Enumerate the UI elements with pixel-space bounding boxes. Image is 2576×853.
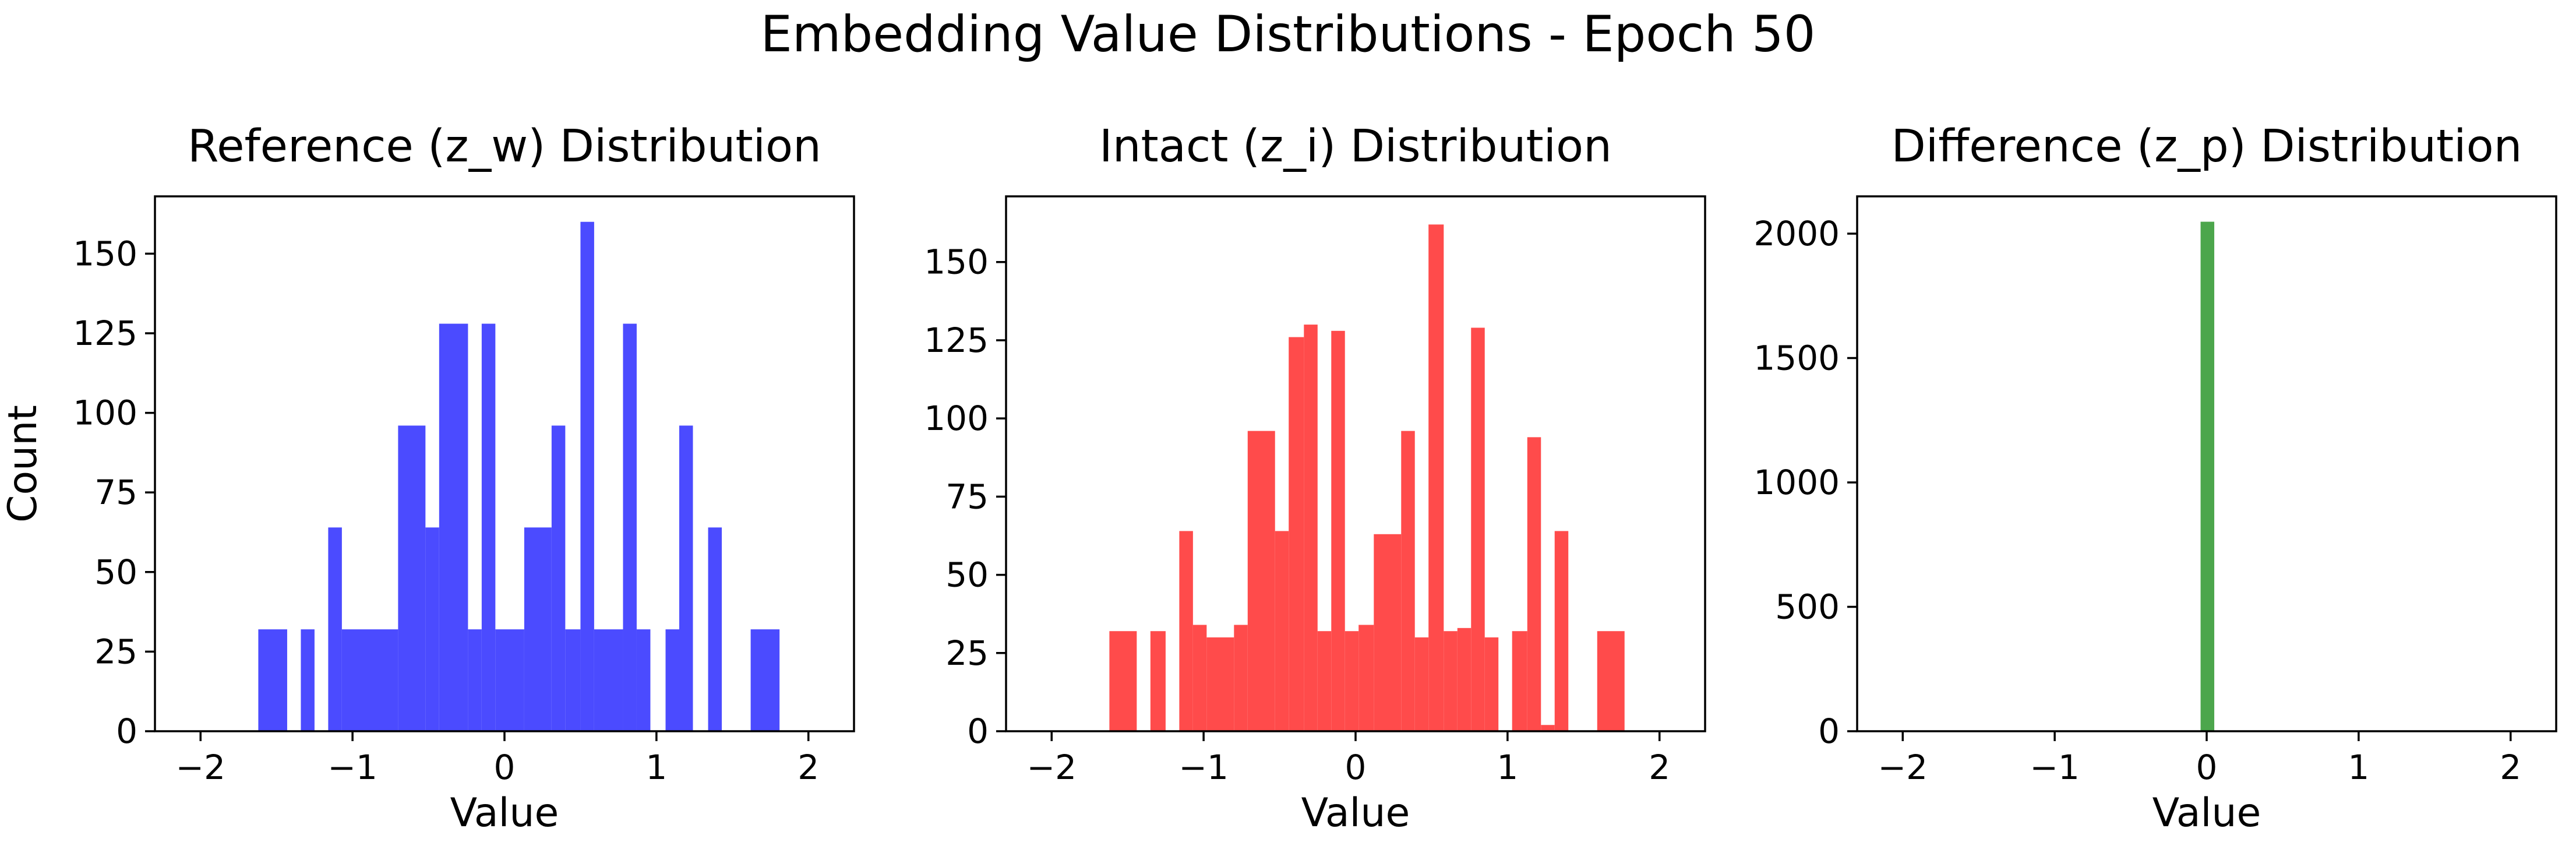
histogram-bar	[594, 629, 623, 731]
histogram-bar	[439, 323, 468, 731]
histogram-bar	[1374, 534, 1402, 731]
histogram-bar	[1289, 337, 1304, 731]
x-axis-label: Value	[2152, 790, 2261, 836]
histogram-bar	[1331, 330, 1345, 731]
histogram-bar	[1275, 531, 1289, 731]
histogram-bar	[1428, 224, 1444, 731]
x-tick-label: −2	[1878, 748, 1928, 787]
y-tick-label: 150	[73, 234, 137, 273]
y-tick-label: 0	[116, 711, 137, 751]
x-tick-label: 2	[797, 748, 819, 787]
y-tick-label: 100	[73, 393, 137, 433]
histogram-bar	[1109, 631, 1137, 731]
y-tick-label: 1500	[1753, 339, 1840, 378]
histogram-bar	[2200, 221, 2215, 731]
y-tick-label: 1000	[1753, 463, 1840, 502]
y-tick-label: 50	[945, 555, 989, 595]
histogram-bar	[1345, 631, 1359, 731]
histogram-bar	[398, 425, 426, 731]
histogram-bar	[1471, 327, 1485, 731]
y-tick-label: 25	[94, 632, 137, 671]
x-tick-label: 0	[2196, 748, 2218, 787]
subplot-title: Intact (z_i) Distribution	[1099, 121, 1612, 172]
histogram-bar	[1179, 531, 1193, 731]
y-tick-label: 125	[924, 320, 989, 360]
histogram-bar	[1192, 625, 1207, 731]
y-tick-label: 75	[945, 477, 989, 516]
histogram-bar	[258, 629, 287, 731]
x-tick-label: 2	[1649, 748, 1670, 787]
x-axis-label: Value	[1301, 790, 1410, 836]
histogram-bar	[495, 629, 524, 731]
y-tick-label: 125	[73, 313, 137, 353]
x-tick-label: 2	[2500, 748, 2521, 787]
histogram-bar	[1150, 631, 1166, 731]
histogram-bars	[1109, 224, 1625, 731]
subplot-1: −2 −1 0 1 2 0 25 50 75 100 125 150 Reference (z_w) D…	[0, 121, 855, 836]
histogram-bars	[2200, 221, 2215, 731]
histogram-bar	[524, 527, 552, 731]
x-tick-label: 0	[1345, 748, 1367, 787]
x-tick-label: 1	[645, 748, 667, 787]
figure-title: Embedding Value Distributions - Epoch 50	[761, 5, 1816, 64]
x-tick-label: −1	[1178, 748, 1229, 787]
subplot-title: Difference (z_p) Distribution	[1891, 121, 2522, 172]
y-tick-label: 0	[967, 711, 989, 751]
histogram-bar	[1527, 437, 1541, 731]
histogram-bar	[301, 629, 315, 731]
histogram-bars	[258, 221, 780, 731]
x-tick-label: 0	[494, 748, 516, 787]
histogram-bar	[1457, 628, 1472, 731]
histogram-bar	[1444, 631, 1458, 731]
histogram-bar	[468, 629, 482, 731]
histogram-bar	[1401, 431, 1415, 731]
histogram-bar	[623, 323, 637, 731]
histogram-bar	[679, 425, 693, 731]
x-tick-label: −2	[176, 748, 226, 787]
histogram-bar	[1206, 637, 1234, 731]
x-tick-label: −2	[1027, 748, 1077, 787]
y-tick-label: 150	[924, 242, 989, 282]
y-axis-label: Count	[0, 405, 46, 523]
histogram-bar	[1512, 631, 1527, 731]
histogram-bar	[750, 629, 780, 731]
histogram-bar	[481, 323, 496, 731]
histogram-bar	[1234, 625, 1248, 731]
histogram-bar	[1304, 325, 1318, 731]
y-tick-label: 2000	[1753, 214, 1840, 253]
histogram-bar	[425, 527, 439, 731]
histogram-bar	[341, 629, 398, 731]
y-tick-label: 50	[94, 552, 137, 592]
histogram-bar	[551, 425, 566, 731]
subplot-3: −2 −1 0 1 2 0 500 1000 1500 2000 Difference (z_p) …	[1753, 121, 2557, 836]
histogram-bar	[665, 629, 679, 731]
histogram-bar	[1597, 631, 1625, 731]
subplot-2: −2 −1 0 1 2 0 25 50 75 100 125 150 Intact (z_i) Dist…	[924, 121, 1706, 836]
histogram-bar	[1414, 637, 1429, 731]
histogram-bar	[1317, 631, 1332, 731]
y-tick-label: 0	[1818, 711, 1840, 751]
histogram-bar	[1541, 725, 1555, 731]
histogram-bar	[708, 527, 722, 731]
histogram-bar	[1247, 431, 1275, 731]
histogram-bar	[328, 527, 342, 731]
x-tick-label: 1	[1497, 748, 1518, 787]
y-tick-label: 500	[1775, 587, 1840, 627]
subplot-title: Reference (z_w) Distribution	[188, 121, 821, 172]
histogram-bar	[580, 221, 594, 731]
y-tick-label: 75	[94, 473, 137, 512]
y-tick-label: 100	[924, 399, 989, 438]
histogram-bar	[565, 629, 581, 731]
x-tick-label: −1	[2030, 748, 2080, 787]
histogram-bar	[636, 629, 651, 731]
histogram-bar	[1358, 625, 1374, 731]
x-tick-label: −1	[327, 748, 377, 787]
y-tick-label: 25	[945, 633, 989, 673]
x-axis-label: Value	[450, 790, 559, 836]
histogram-bar	[1484, 637, 1499, 731]
histogram-bar	[1554, 531, 1569, 731]
x-tick-label: 1	[2348, 748, 2369, 787]
